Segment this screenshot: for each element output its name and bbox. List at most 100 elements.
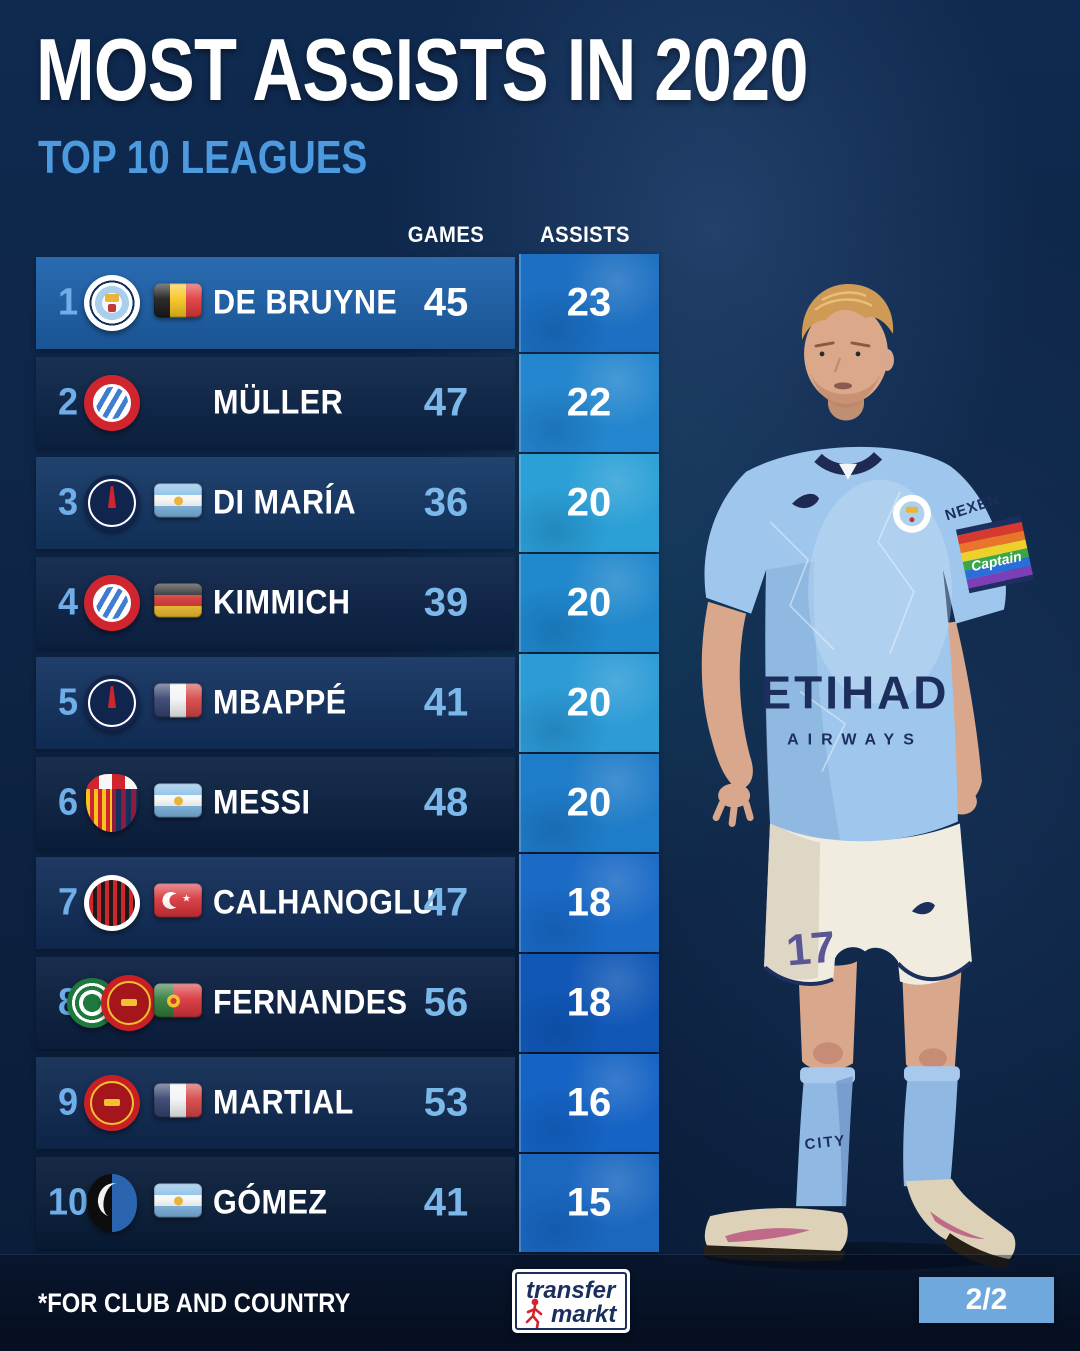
table-row: 2 MÜLLER 47 22	[36, 354, 659, 452]
assists-cell: 20	[519, 754, 659, 852]
jersey-sponsor: ETIHAD	[761, 667, 950, 719]
column-header-assists: ASSISTS	[540, 222, 630, 247]
flag-germany	[154, 583, 202, 618]
assists-cell: 23	[519, 254, 659, 352]
assists-cell: 18	[519, 954, 659, 1052]
games-value: 47	[423, 380, 469, 425]
sleeve-sponsor: NEXEN	[943, 491, 1002, 525]
games-value: 53	[423, 1080, 469, 1125]
sock-text: CITY	[804, 1132, 848, 1153]
club-badge-psg	[84, 675, 140, 731]
table-row: 9 MARTIAL 53 16	[36, 1054, 659, 1152]
assists-value: 20	[566, 680, 612, 725]
games-value: 41	[423, 1180, 469, 1225]
club-badges	[84, 575, 140, 631]
flag-slot	[154, 883, 202, 923]
table-row: 1 DE BRUYNE 45 23	[36, 254, 659, 352]
column-header-games: GAMES	[407, 222, 485, 247]
player-name: DE BRUYNE	[213, 283, 398, 322]
table-row: 6 MESSI 48 20	[36, 754, 659, 852]
club-badges	[67, 975, 157, 1031]
club-badges	[86, 774, 138, 832]
flag-slot	[154, 283, 202, 323]
transfermarkt-logo: transfer markt	[512, 1269, 630, 1333]
assists-cell: 20	[519, 454, 659, 552]
jersey-sponsor-2: AIRWAYS	[787, 732, 923, 749]
club-badge-man-city	[84, 275, 140, 331]
flag-slot	[154, 683, 202, 723]
flag-slot	[154, 983, 202, 1023]
rank-number: 1	[57, 281, 79, 324]
club-badge-atalanta	[87, 1174, 137, 1232]
assists-cell: 16	[519, 1054, 659, 1152]
assists-value: 20	[566, 480, 612, 525]
assists-value: 18	[566, 980, 612, 1025]
flag-argentina	[154, 1183, 202, 1218]
logo-text-transfer: transfer	[526, 1277, 616, 1304]
flag-france	[154, 683, 202, 718]
flag-slot	[154, 583, 202, 623]
club-badges	[84, 675, 140, 731]
rank-number: 9	[57, 1081, 79, 1124]
flag-belgium	[154, 283, 202, 318]
assists-value: 16	[566, 1080, 612, 1125]
player-name: KIMMICH	[213, 583, 351, 622]
rank-number: 4	[57, 581, 79, 624]
games-value: 41	[423, 680, 469, 725]
club-badge-ac-milan	[84, 875, 140, 931]
player-name: MARTIAL	[213, 1083, 354, 1122]
footnote: *FOR CLUB AND COUNTRY	[38, 1288, 351, 1318]
player-name: MESSI	[213, 783, 311, 822]
club-badge-bayern	[84, 575, 140, 631]
logo-text-markt: markt	[551, 1301, 617, 1328]
table-row: 7 CALHANOGLU 47 18	[36, 854, 659, 952]
assists-cell: 18	[519, 854, 659, 952]
rank-number: 10	[47, 1181, 89, 1224]
rank-number: 3	[57, 481, 79, 524]
table-row: 5 MBAPPÉ 41 20	[36, 654, 659, 752]
runner-icon	[525, 1298, 543, 1328]
assists-value: 18	[566, 880, 612, 925]
player-name: CALHANOGLU	[213, 883, 436, 922]
games-value: 47	[423, 880, 469, 925]
assists-value: 23	[566, 280, 612, 325]
rank-number: 6	[57, 781, 79, 824]
assists-cell: 22	[519, 354, 659, 452]
armband-text: Captain	[970, 548, 1023, 574]
assists-value: 20	[566, 580, 612, 625]
games-value: 48	[423, 780, 469, 825]
club-badge-psg	[84, 475, 140, 531]
rank-number: 5	[57, 681, 79, 724]
club-badges	[87, 1174, 137, 1232]
club-badges	[84, 475, 140, 531]
club-badge-man-united	[84, 1075, 140, 1131]
club-badge-bayern	[84, 375, 140, 431]
club-badges	[84, 275, 140, 331]
assists-cell: 20	[519, 654, 659, 752]
page-title: MOST ASSISTS IN 2020	[36, 20, 808, 119]
rank-number: 2	[57, 381, 79, 424]
player-name: FERNANDES	[213, 983, 408, 1022]
page-indicator: 2/2	[965, 1283, 1008, 1316]
assists-value: 20	[566, 780, 612, 825]
club-badge-man-united	[101, 975, 157, 1031]
assists-cell: 15	[519, 1154, 659, 1252]
flag-france	[154, 1083, 202, 1118]
ranking-table: 1 DE BRUYNE 45 23 2 MÜLLER 47 22 3 DI MA…	[36, 254, 661, 1257]
table-row: 8 FERNANDES 56 18	[36, 954, 659, 1052]
flag-argentina	[154, 783, 202, 818]
transfermarkt-logo-frame: transfer markt	[515, 1272, 627, 1330]
flag-slot	[154, 1083, 202, 1123]
games-value: 36	[423, 480, 469, 525]
assists-value: 15	[566, 1180, 612, 1225]
flag-slot	[154, 783, 202, 823]
flag-slot	[154, 483, 202, 523]
page-subtitle: TOP 10 LEAGUES	[38, 131, 368, 183]
club-badges	[84, 875, 140, 931]
captain-armband: Captain	[955, 516, 1034, 594]
club-badges	[84, 1075, 140, 1131]
flag-slot	[154, 1183, 202, 1223]
assists-cell: 20	[519, 554, 659, 652]
table-row: 3 DI MARÍA 36 20	[36, 454, 659, 552]
